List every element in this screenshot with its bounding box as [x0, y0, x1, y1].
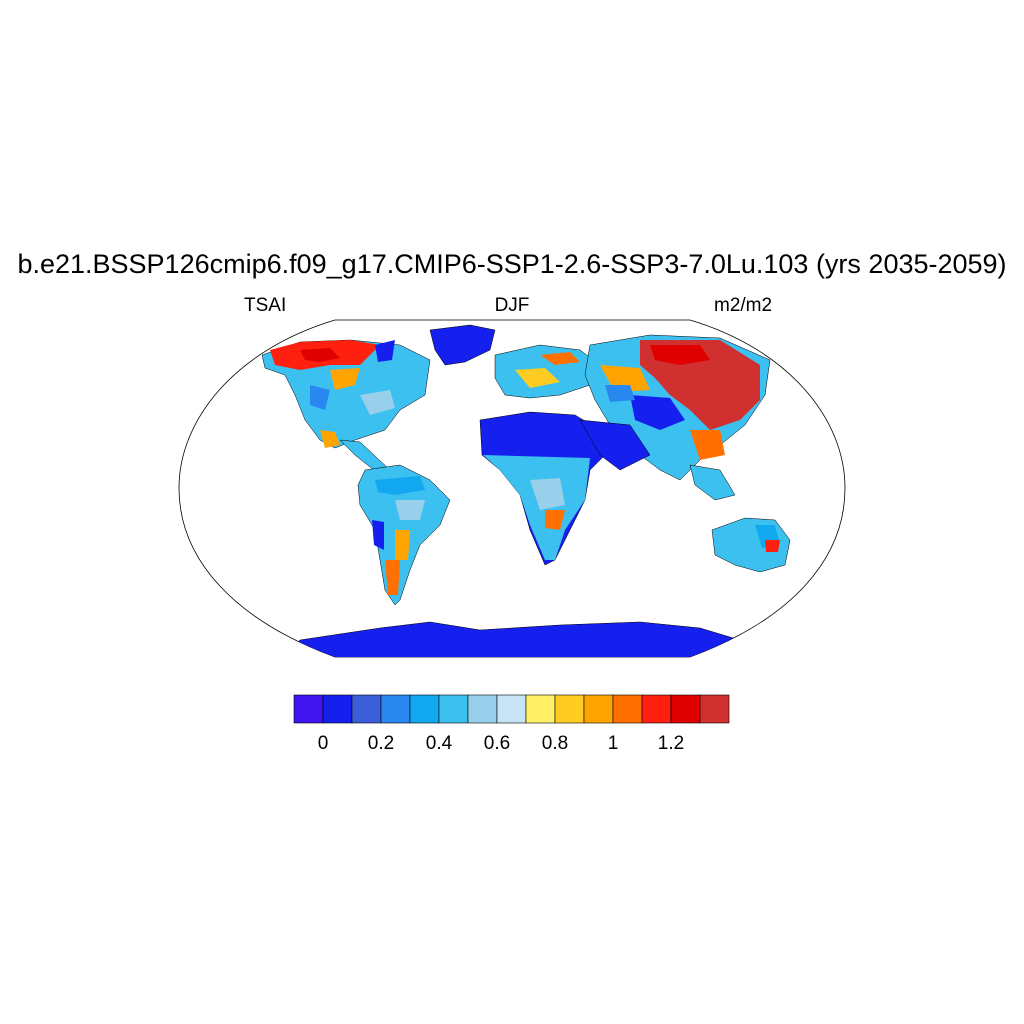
colorbar-swatch	[467, 694, 498, 724]
season-label: DJF	[494, 295, 530, 316]
colorbar-swatch	[525, 694, 556, 724]
colorbar-swatch	[670, 694, 701, 724]
colorbar-swatch	[380, 694, 411, 724]
colorbar-tick-label: 0.6	[483, 733, 511, 754]
units-label: m2/m2	[714, 295, 773, 316]
europe	[494, 344, 601, 399]
colorbar-swatch	[554, 694, 585, 724]
south-america	[357, 464, 451, 606]
plot-title: b.e21.BSSP126cmip6.f09_g17.CMIP6-SSP1-2.…	[17, 249, 1007, 279]
colorbar-swatch	[496, 694, 527, 724]
colorbar-swatch	[699, 694, 730, 724]
colorbar-swatch	[351, 694, 382, 724]
colorbar-tick-label: 0.2	[367, 733, 395, 754]
colorbar	[293, 694, 730, 724]
colorbar-tick-label: 0.4	[425, 733, 453, 754]
colorbar-swatch	[293, 694, 324, 724]
colorbar-tick-label: 1	[607, 733, 619, 754]
antarctica	[279, 621, 761, 657]
variable-label: TSAI	[244, 295, 287, 316]
australia	[711, 517, 791, 573]
colorbar-swatch	[641, 694, 672, 724]
colorbar-tick-label: 0	[317, 733, 329, 754]
colorbar-swatch	[583, 694, 614, 724]
colorbar-tick-label: 1.2	[657, 733, 685, 754]
north-america	[261, 324, 496, 476]
colorbar-swatch	[322, 694, 353, 724]
colorbar-swatch	[612, 694, 643, 724]
colorbar-tick-label: 0.8	[541, 733, 569, 754]
africa	[479, 411, 651, 566]
colorbar-swatch	[409, 694, 440, 724]
colorbar-swatch	[438, 694, 469, 724]
